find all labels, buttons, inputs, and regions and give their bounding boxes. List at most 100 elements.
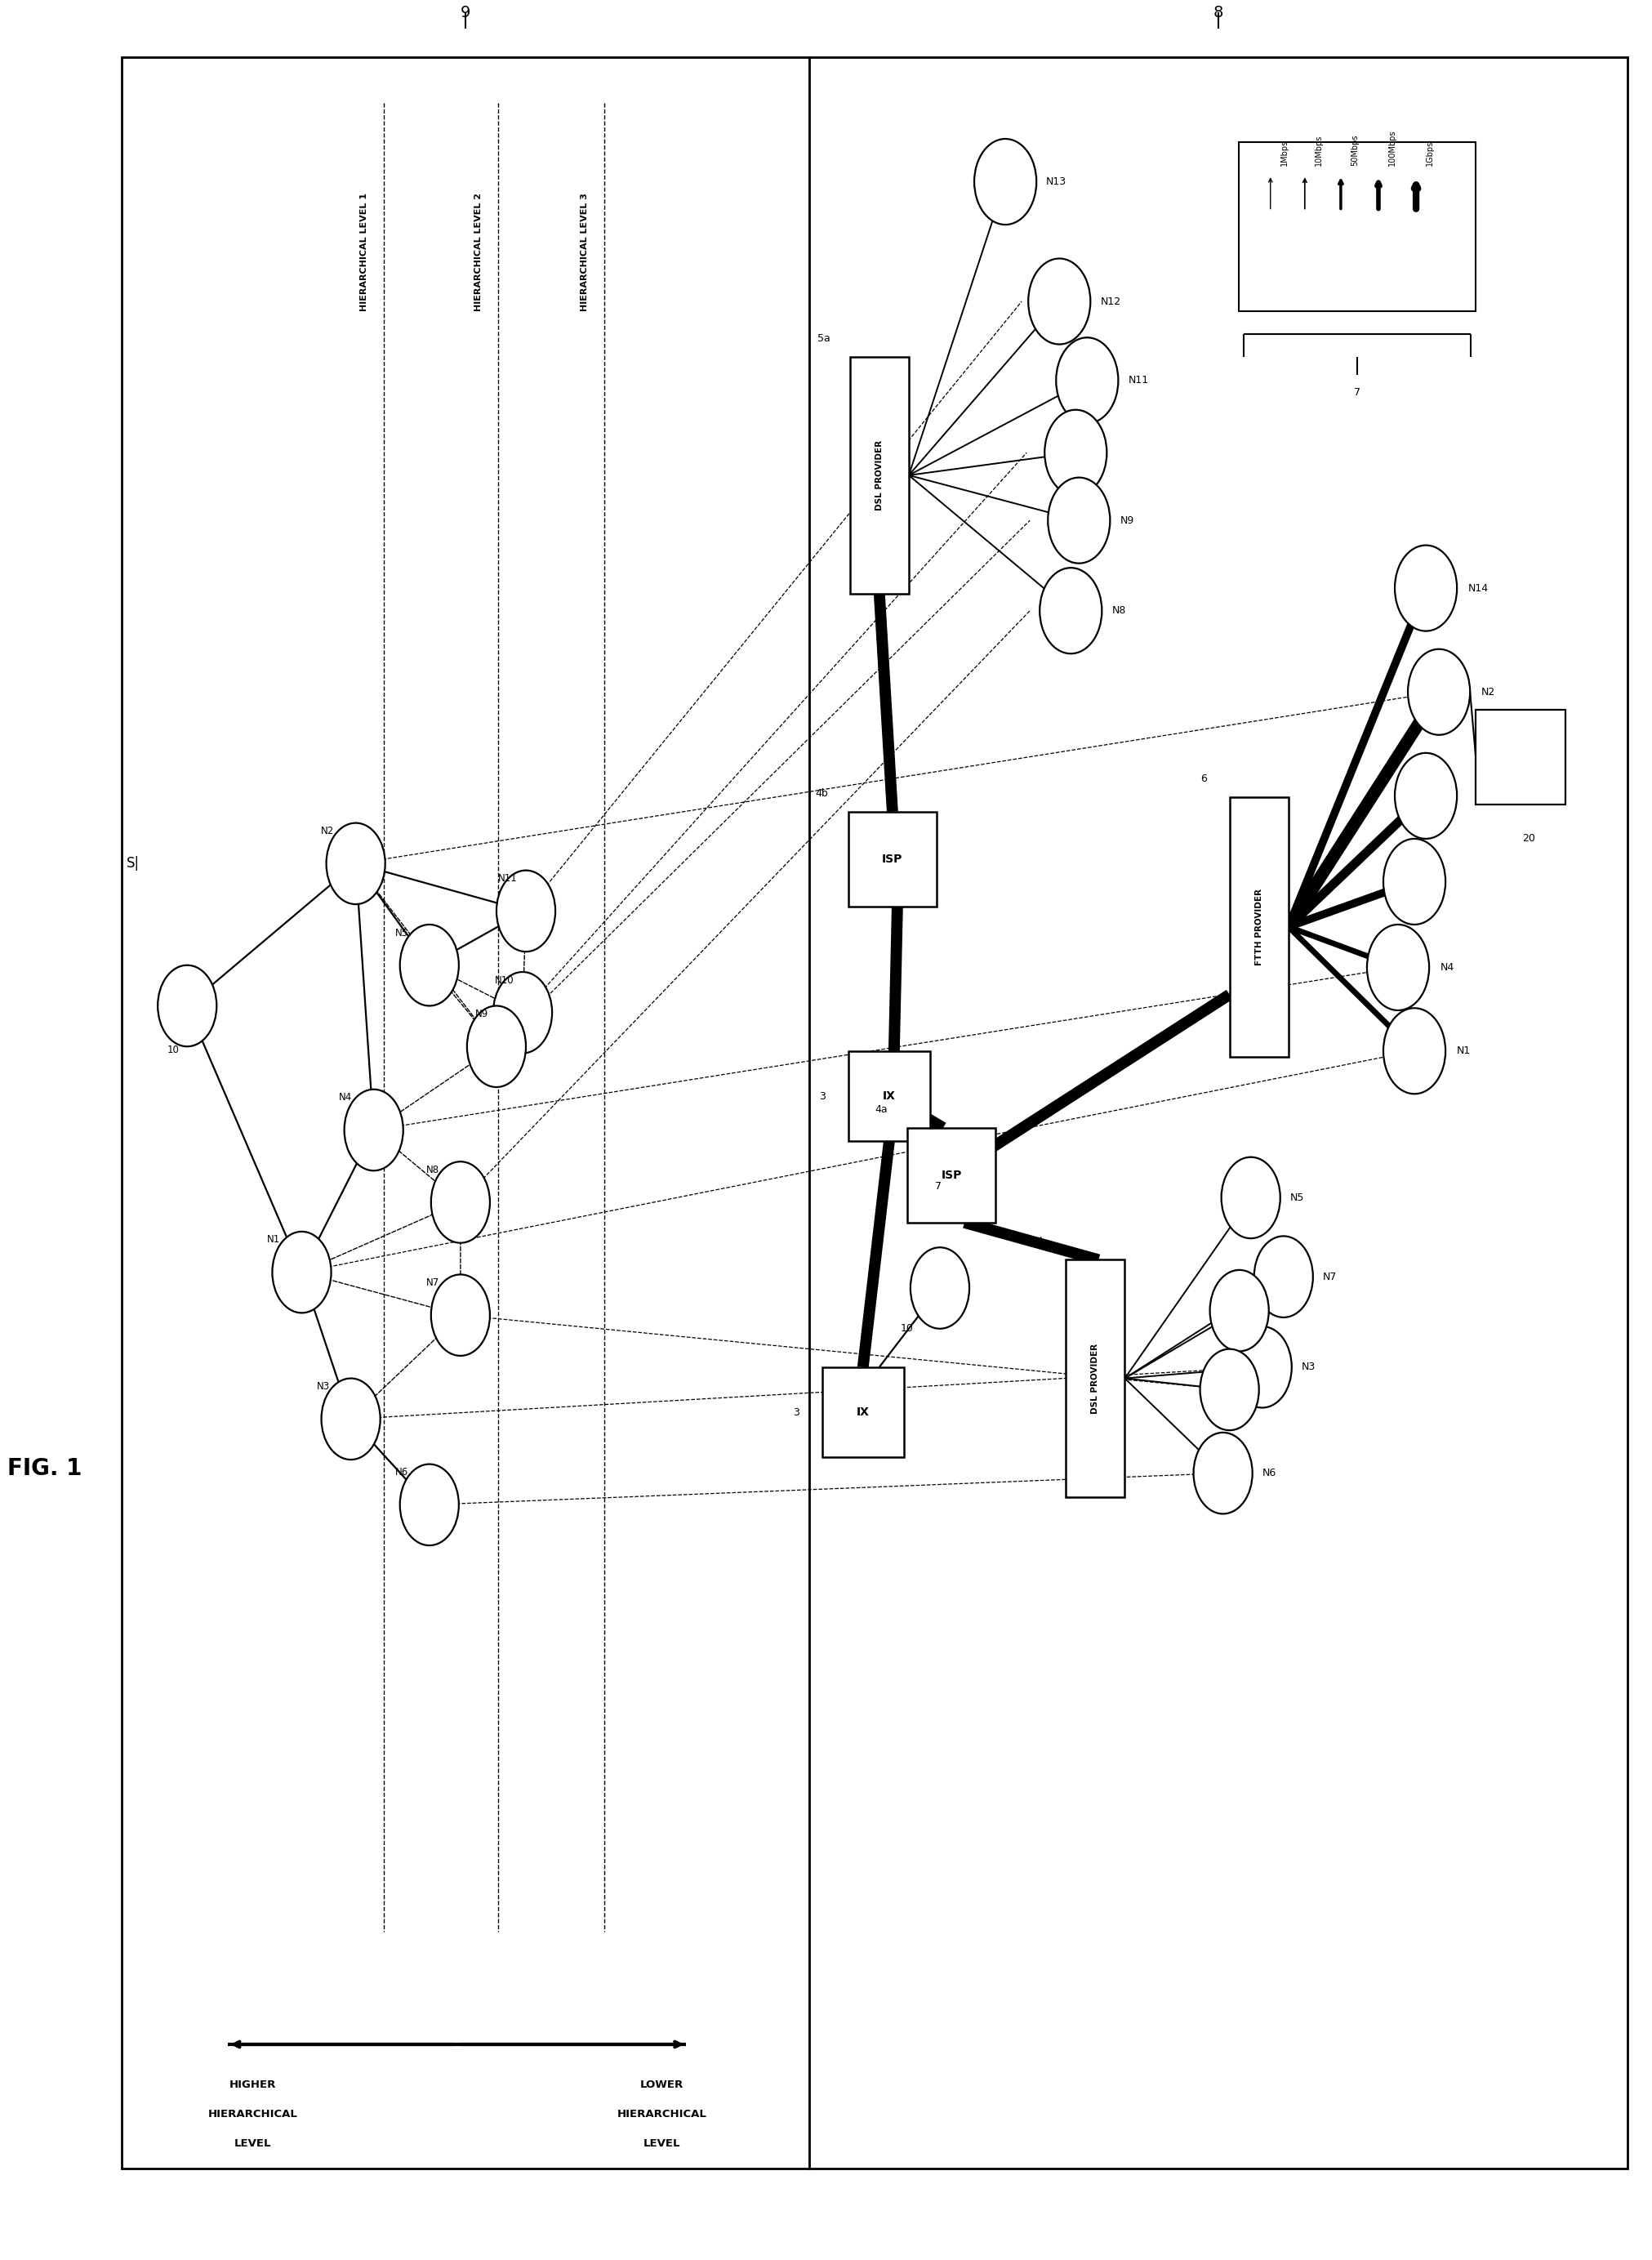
Circle shape: [1044, 409, 1107, 495]
Circle shape: [325, 823, 385, 904]
Circle shape: [400, 1464, 459, 1546]
Circle shape: [1366, 924, 1429, 1010]
Text: 7: 7: [1353, 386, 1360, 398]
Text: N7: N7: [426, 1277, 439, 1288]
Text: FTTH PROVIDER: FTTH PROVIDER: [1254, 888, 1262, 965]
Text: 1Gbps: 1Gbps: [1426, 140, 1434, 165]
Text: LEVEL: LEVEL: [643, 2138, 681, 2149]
Circle shape: [1383, 838, 1446, 924]
Text: S|: S|: [127, 857, 140, 870]
Circle shape: [273, 1232, 330, 1313]
Text: DSL PROVIDER: DSL PROVIDER: [876, 441, 884, 511]
Text: N6: N6: [395, 1467, 408, 1478]
FancyBboxPatch shape: [907, 1128, 995, 1223]
FancyBboxPatch shape: [1066, 1259, 1125, 1496]
Circle shape: [468, 1006, 525, 1087]
Text: N11: N11: [1128, 375, 1148, 386]
Text: 5b: 5b: [1032, 1236, 1046, 1248]
Text: N8: N8: [426, 1164, 439, 1175]
Circle shape: [1408, 649, 1469, 734]
Text: LOWER: LOWER: [639, 2079, 684, 2091]
Text: ISP: ISP: [940, 1168, 961, 1182]
Text: HIGHER: HIGHER: [230, 2079, 276, 2091]
Circle shape: [1221, 1157, 1280, 1238]
Text: 50Mbps: 50Mbps: [1350, 136, 1358, 165]
Text: 100Mbps: 100Mbps: [1388, 129, 1396, 165]
Text: 7: 7: [935, 1182, 942, 1191]
Text: HIERARCHICAL LEVEL 3: HIERARCHICAL LEVEL 3: [580, 192, 588, 312]
Text: N2: N2: [1480, 687, 1495, 698]
Text: N10: N10: [496, 974, 514, 985]
Text: HIERARCHICAL LEVEL 1: HIERARCHICAL LEVEL 1: [360, 192, 368, 312]
Text: 9: 9: [461, 5, 471, 20]
Text: 6: 6: [1199, 773, 1206, 784]
Text: N7: N7: [1322, 1272, 1336, 1281]
Text: IX: IX: [856, 1406, 869, 1417]
Text: N11: N11: [499, 872, 517, 884]
Text: 10Mbps: 10Mbps: [1313, 136, 1322, 165]
Circle shape: [492, 972, 552, 1053]
FancyBboxPatch shape: [847, 1051, 930, 1141]
Circle shape: [1056, 337, 1118, 423]
Text: 4a: 4a: [874, 1105, 887, 1114]
FancyBboxPatch shape: [808, 56, 1626, 2170]
Text: DSL PROVIDER: DSL PROVIDER: [1090, 1342, 1099, 1412]
Text: 1Mbps: 1Mbps: [1280, 140, 1289, 165]
Text: N14: N14: [1467, 583, 1488, 594]
Circle shape: [1028, 258, 1090, 344]
FancyBboxPatch shape: [849, 357, 909, 594]
Text: N1: N1: [268, 1234, 281, 1245]
Text: N4: N4: [339, 1092, 352, 1103]
Circle shape: [496, 870, 555, 951]
Text: 8: 8: [1213, 5, 1222, 20]
Circle shape: [1039, 567, 1102, 653]
Circle shape: [1232, 1327, 1292, 1408]
FancyBboxPatch shape: [122, 56, 808, 2170]
Circle shape: [1254, 1236, 1312, 1318]
Text: N9: N9: [474, 1008, 487, 1019]
Text: IX: IX: [882, 1089, 895, 1103]
Circle shape: [1209, 1270, 1269, 1351]
Text: N8: N8: [1112, 606, 1125, 617]
FancyBboxPatch shape: [1237, 142, 1475, 312]
Text: 3: 3: [793, 1408, 798, 1417]
Text: FIG. 1: FIG. 1: [8, 1458, 83, 1480]
Circle shape: [344, 1089, 403, 1171]
Text: N4: N4: [1441, 963, 1454, 972]
Circle shape: [431, 1275, 489, 1356]
Circle shape: [157, 965, 216, 1046]
Circle shape: [973, 138, 1036, 224]
Text: N6: N6: [1262, 1467, 1275, 1478]
FancyBboxPatch shape: [1229, 798, 1289, 1058]
FancyBboxPatch shape: [821, 1367, 904, 1458]
Circle shape: [910, 1248, 968, 1329]
Text: HIERARCHICAL LEVEL 2: HIERARCHICAL LEVEL 2: [474, 192, 482, 312]
Circle shape: [1394, 545, 1457, 631]
Text: 20: 20: [1521, 834, 1535, 843]
Circle shape: [1193, 1433, 1252, 1514]
Text: 3: 3: [818, 1092, 824, 1101]
FancyBboxPatch shape: [847, 811, 937, 906]
Text: N1: N1: [1457, 1046, 1470, 1055]
Text: N3: N3: [1300, 1363, 1315, 1372]
Text: N12: N12: [1100, 296, 1120, 307]
Text: 10: 10: [900, 1324, 914, 1333]
Text: N2: N2: [320, 825, 334, 836]
Circle shape: [400, 924, 459, 1006]
Circle shape: [1394, 753, 1457, 838]
Text: HIERARCHICAL: HIERARCHICAL: [208, 2109, 297, 2120]
Text: HIERARCHICAL: HIERARCHICAL: [616, 2109, 707, 2120]
Circle shape: [1383, 1008, 1446, 1094]
Text: 5a: 5a: [816, 334, 829, 344]
Text: 10: 10: [167, 1044, 178, 1055]
Circle shape: [1199, 1349, 1259, 1431]
Text: LEVEL: LEVEL: [235, 2138, 271, 2149]
Text: 4b: 4b: [814, 789, 828, 798]
Text: N3: N3: [316, 1381, 329, 1392]
Text: ISP: ISP: [882, 854, 902, 866]
Circle shape: [431, 1162, 489, 1243]
Text: N9: N9: [1120, 515, 1133, 527]
Circle shape: [320, 1379, 380, 1460]
Text: N5: N5: [395, 927, 408, 938]
Text: N5: N5: [1290, 1193, 1303, 1202]
